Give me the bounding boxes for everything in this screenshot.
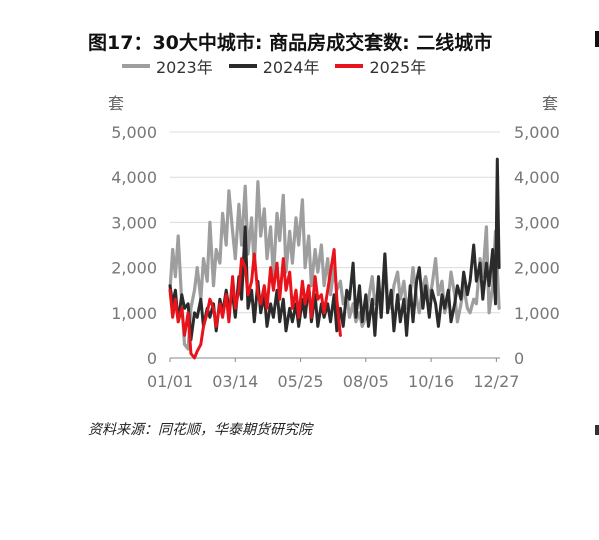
y-tick-right-0: 0 <box>514 349 524 368</box>
legend-swatch-2023 <box>122 64 150 68</box>
x-tick-label-0: 01/01 <box>147 372 193 391</box>
chart-legend: 2023年 2024年 2025年 <box>122 54 426 78</box>
x-tick-label-4: 10/16 <box>408 372 454 391</box>
legend-swatch-2025 <box>335 64 364 68</box>
y-tick-right-2000: 2,000 <box>514 259 560 278</box>
y-tick-left-3000: 3,000 <box>111 213 157 232</box>
series-line-2025年 <box>168 248 342 360</box>
adjacent-panel-edge <box>595 31 599 47</box>
chart-title: 图17：30大中城市: 商品房成交套数: 二线城市 <box>88 32 493 54</box>
legend-label-2025: 2025年 <box>369 58 427 77</box>
legend-item-2025: 2025年 <box>335 54 426 78</box>
right-axis-unit: 套 <box>542 94 559 113</box>
source-note: 资料来源：同花顺，华泰期货研究院 <box>88 422 312 438</box>
adjacent-panel-edge-bottom <box>595 425 599 435</box>
legend-label-2023: 2023年 <box>156 58 213 77</box>
y-tick-right-5000: 5,000 <box>514 123 560 142</box>
x-tick-label-5: 12/27 <box>473 372 519 391</box>
y-tick-left-2000: 2,000 <box>111 259 157 278</box>
y-tick-left-4000: 4,000 <box>111 168 157 187</box>
legend-label-2024: 2024年 <box>262 58 320 77</box>
y-tick-right-3000: 3,000 <box>514 213 560 232</box>
x-tick-label-2: 05/25 <box>277 372 323 391</box>
y-tick-right-1000: 1,000 <box>514 304 560 323</box>
y-tick-left-1000: 1,000 <box>111 304 157 323</box>
chart-plot: 0 0 1,000 1,000 2,000 2,000 3,000 3,000 4,000 4,0… <box>111 123 560 391</box>
legend-item-2024: 2024年 <box>228 54 320 78</box>
left-axis-unit: 套 <box>108 94 125 113</box>
legend-swatch-2024 <box>228 64 257 68</box>
y-tick-left-0: 0 <box>147 349 157 368</box>
legend-item-2023: 2023年 <box>122 54 213 78</box>
x-tick-label-3: 08/05 <box>343 372 389 391</box>
y-tick-left-5000: 5,000 <box>111 123 157 142</box>
y-tick-right-4000: 4,000 <box>514 168 560 187</box>
x-tick-label-1: 03/14 <box>212 372 258 391</box>
